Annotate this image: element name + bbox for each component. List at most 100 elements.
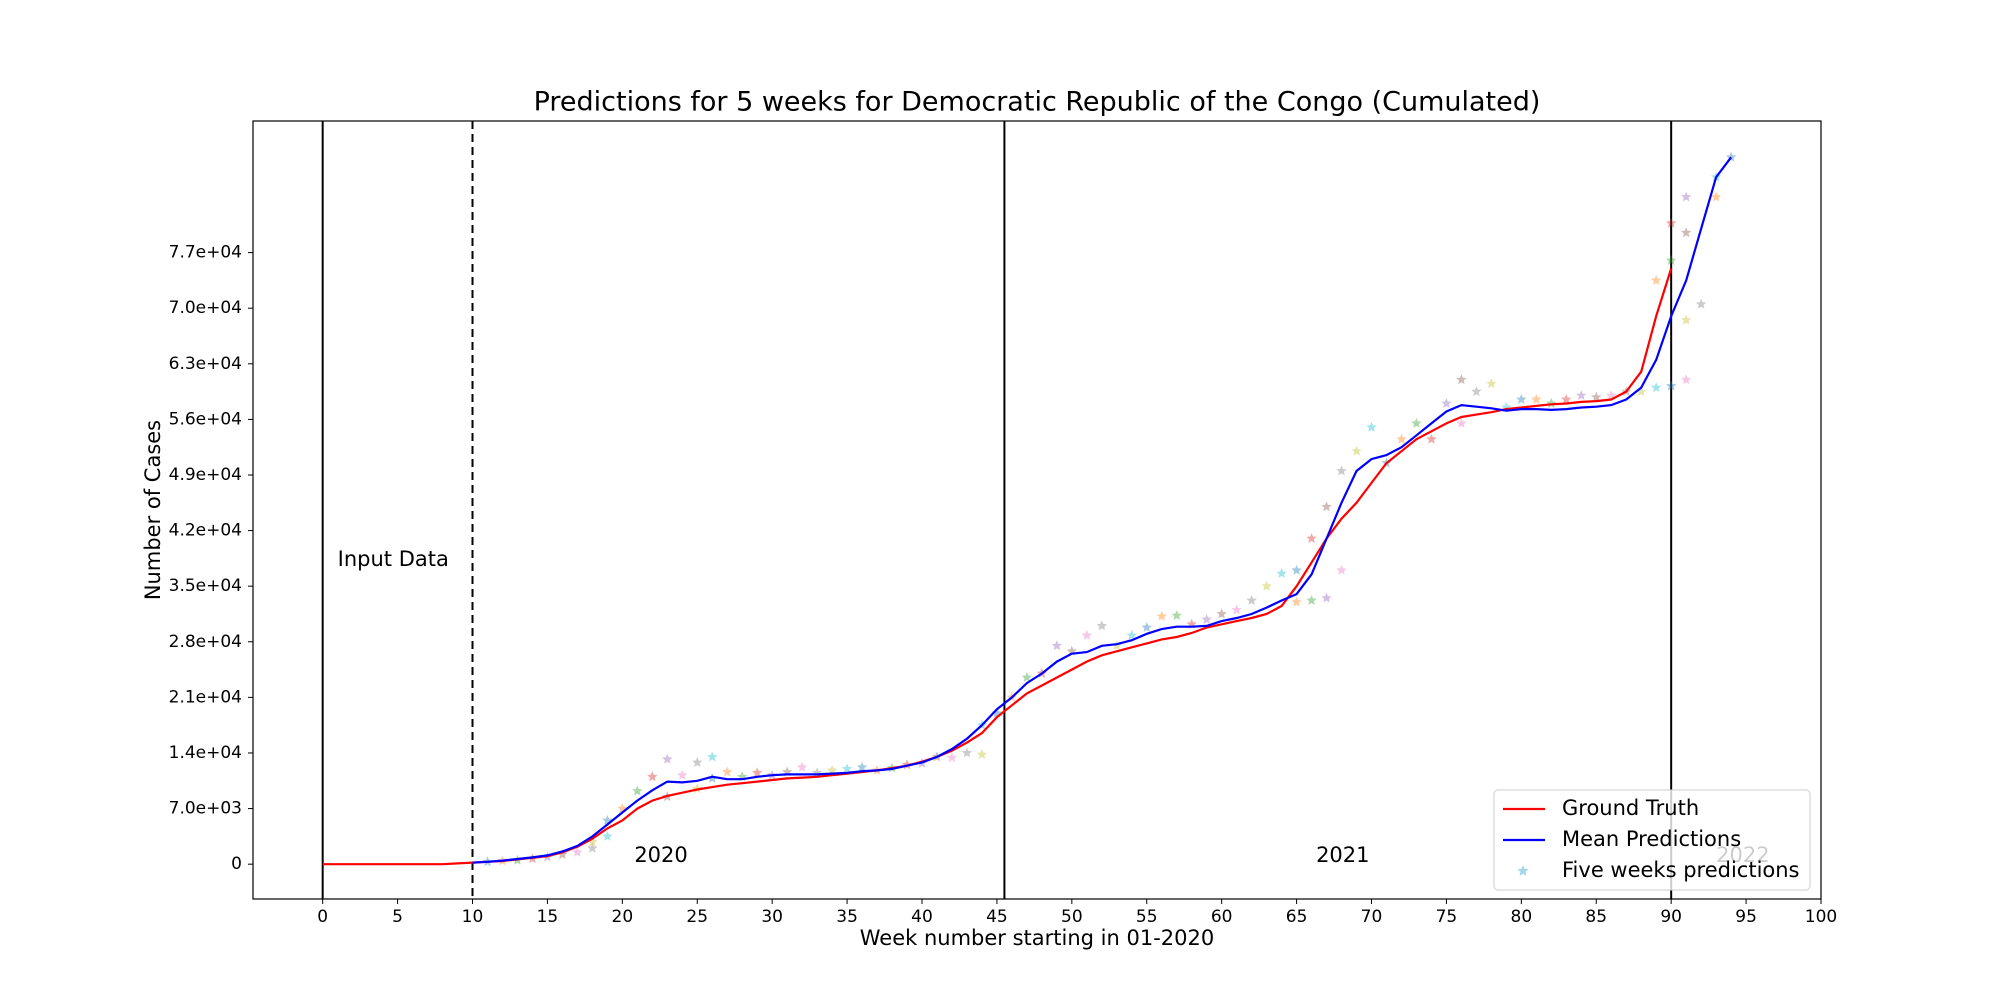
y-tick-label: 0: [231, 854, 242, 874]
x-tick-label: 35: [836, 907, 858, 927]
prediction-point: [572, 846, 583, 857]
legend-label: Ground Truth: [1562, 796, 1699, 820]
prediction-point: [961, 747, 973, 758]
x-tick-label: 15: [537, 907, 559, 927]
prediction-point: [557, 849, 568, 860]
prediction-point: [1156, 610, 1167, 621]
prediction-point: [1291, 564, 1302, 575]
x-tick-label: 5: [392, 907, 403, 927]
legend-label: Mean Predictions: [1562, 827, 1741, 851]
y-tick-label: 6.3e+04: [169, 354, 242, 374]
prediction-point: [662, 753, 673, 764]
prediction-point: [1201, 614, 1212, 624]
annotation: Input Data: [338, 547, 449, 571]
prediction-point: [1321, 501, 1332, 512]
prediction-point: [946, 752, 958, 763]
prediction-point: [1336, 465, 1347, 476]
prediction-point: [1306, 595, 1317, 605]
prediction-point: [1680, 314, 1692, 325]
y-tick-label: 3.5e+04: [169, 576, 242, 596]
x-tick-label: 50: [1061, 907, 1083, 927]
x-tick-label: 90: [1660, 907, 1682, 927]
x-tick-label: 95: [1735, 907, 1757, 927]
prediction-point: [1336, 564, 1347, 575]
prediction-point: [1665, 380, 1677, 391]
y-tick-label: 7.0e+04: [169, 298, 242, 318]
series-line: [472, 156, 1732, 864]
plot-frame: [252, 120, 1822, 900]
prediction-point: [1710, 191, 1722, 202]
prediction-point: [856, 761, 868, 772]
y-tick-label: 7.7e+04: [169, 243, 242, 263]
prediction-point: [1591, 391, 1602, 402]
x-tick-label: 30: [761, 907, 783, 927]
x-tick-label: 85: [1585, 907, 1607, 927]
prediction-point: [1141, 622, 1152, 632]
prediction-point: [1456, 374, 1467, 385]
prediction-point: [1411, 417, 1422, 428]
prediction-point: [1680, 191, 1692, 202]
y-axis-label: Number of Cases: [141, 420, 165, 600]
prediction-point: [1021, 672, 1033, 682]
y-tick-label: 4.9e+04: [169, 465, 242, 485]
y-tick-label: 4.2e+04: [169, 521, 242, 541]
prediction-point: [976, 749, 988, 759]
prediction-point: [1441, 398, 1452, 408]
x-axis-label: Week number starting in 01-2020: [860, 926, 1214, 950]
x-tick-label: 70: [1361, 907, 1383, 927]
prediction-point: [1081, 629, 1093, 640]
prediction-point: [1665, 255, 1677, 265]
prediction-point: [1126, 629, 1137, 640]
prediction-point: [587, 842, 598, 853]
plot-content: Input Data202020212022: [321, 121, 1770, 899]
prediction-point: [1576, 390, 1587, 400]
prediction-point: [1291, 596, 1302, 607]
prediction-point: [841, 763, 853, 774]
x-tick-label: 80: [1511, 907, 1533, 927]
prediction-point: [1051, 640, 1063, 651]
prediction-point: [1636, 386, 1647, 396]
annotation: 2021: [1316, 843, 1369, 867]
legend-label: Five weeks predictions: [1562, 858, 1800, 882]
x-tick-label: 0: [317, 907, 328, 927]
prediction-point: [692, 757, 703, 767]
prediction-point: [1231, 604, 1242, 615]
prediction-point: [1680, 227, 1692, 238]
x-tick-label: 60: [1211, 907, 1233, 927]
prediction-point: [1321, 592, 1332, 603]
x-tick-label: 20: [612, 907, 634, 927]
prediction-point: [1695, 298, 1707, 309]
y-tick-label: 7.0e+03: [169, 799, 242, 819]
legend-box: [1493, 789, 1811, 891]
prediction-point: [1426, 433, 1437, 444]
prediction-point: [1216, 608, 1227, 619]
prediction-point: [1531, 394, 1542, 404]
prediction-point: [1396, 433, 1407, 444]
prediction-point: [1651, 382, 1662, 393]
x-tick-label: 25: [686, 907, 708, 927]
prediction-point: [752, 767, 763, 778]
x-tick-label: 65: [1286, 907, 1308, 927]
prediction-point: [796, 761, 808, 772]
y-tick-label: 1.4e+04: [169, 743, 242, 763]
y-tick-label: 2.1e+04: [169, 687, 242, 707]
prediction-point: [1456, 417, 1467, 428]
prediction-point: [1306, 533, 1317, 543]
x-tick-label: 10: [462, 907, 484, 927]
prediction-point: [677, 769, 688, 780]
x-tick-label: 100: [1805, 907, 1837, 927]
prediction-point: [1471, 386, 1482, 396]
prediction-point: [1261, 580, 1272, 591]
prediction-point: [647, 771, 658, 782]
chart-title: Predictions for 5 weeks for Democratic R…: [534, 87, 1541, 118]
x-tick-label: 55: [1136, 907, 1158, 927]
prediction-point: [602, 830, 613, 841]
prediction-point: [1351, 445, 1362, 456]
y-tick-label: 2.8e+04: [169, 632, 242, 652]
prediction-point: [1486, 378, 1497, 389]
prediction-point: [1366, 421, 1377, 432]
prediction-point: [1561, 394, 1572, 404]
prediction-point: [632, 785, 643, 796]
prediction-point: [722, 766, 733, 777]
